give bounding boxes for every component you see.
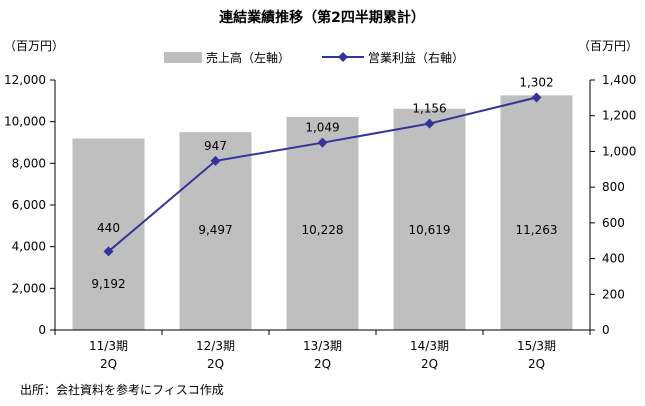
chart-legend: 売上高（左軸） 営業利益（右軸） [164, 50, 464, 65]
left-tick-label: 8,000 [12, 156, 46, 170]
right-tick-label: 400 [602, 252, 625, 266]
left-tick-label: 6,000 [12, 198, 46, 212]
bar-sales [393, 108, 466, 330]
profit-marker [317, 137, 328, 148]
left-axis-unit: （百万円） [4, 39, 64, 53]
data-labels: 9,192 9,497 10,228 10,619 11,263 440 947 1,049 1… [91, 76, 557, 292]
right-tick-label: 1,400 [602, 73, 636, 87]
x-tick-label: 15/3期 [517, 339, 556, 353]
right-tick-label: 1,200 [602, 109, 636, 123]
x-tick-label-period: 2Q [207, 357, 224, 371]
x-tick-label-period: 2Q [314, 357, 331, 371]
line-series [103, 92, 542, 257]
profit-value-label: 440 [97, 221, 120, 235]
x-tick-label-period: 2Q [100, 357, 117, 371]
legend-marker-profit [338, 52, 348, 62]
profit-marker [531, 92, 542, 103]
left-tick-label: 2,000 [12, 281, 46, 295]
legend-swatch-sales [164, 52, 202, 63]
x-tick-label-period: 2Q [421, 357, 438, 371]
left-tick-label: 4,000 [12, 240, 46, 254]
bar-value-label: 9,192 [91, 277, 125, 291]
x-tick-label: 11/3期 [89, 339, 128, 353]
chart-axes: 0 2,000 4,000 6,000 8,000 10,000 12,000 0 200 400… [4, 73, 636, 371]
legend-label-sales: 売上高（左軸） [206, 50, 290, 65]
profit-value-label: 947 [204, 139, 227, 153]
left-tick-label: 12,000 [4, 73, 46, 87]
bar-value-label: 10,228 [302, 223, 344, 237]
right-axis-unit: （百万円） [578, 39, 638, 53]
bar-value-label: 9,497 [198, 223, 232, 237]
x-tick-label: 13/3期 [303, 339, 342, 353]
left-tick-label: 10,000 [4, 115, 46, 129]
bar-sales [72, 138, 145, 330]
profit-marker [210, 155, 221, 166]
bar-sales [500, 95, 573, 331]
profit-marker [424, 118, 435, 129]
left-tick-label: 0 [38, 323, 46, 337]
legend-label-profit: 営業利益（右軸） [368, 50, 464, 65]
x-tick-label-period: 2Q [528, 357, 545, 371]
right-tick-label: 0 [602, 323, 610, 337]
x-tick-label: 12/3期 [196, 339, 235, 353]
right-tick-label: 800 [602, 180, 625, 194]
bar-sales [286, 116, 359, 331]
profit-value-label: 1,302 [519, 76, 553, 90]
right-tick-label: 600 [602, 216, 625, 230]
profit-value-label: 1,049 [305, 121, 339, 135]
profit-value-label: 1,156 [412, 102, 446, 116]
x-tick-label: 14/3期 [410, 339, 449, 353]
profit-marker [103, 246, 114, 257]
bar-value-label: 10,619 [409, 223, 451, 237]
bar-value-label: 11,263 [516, 223, 558, 237]
chart-title: 連結業績推移（第2四半期累計） [219, 9, 425, 26]
source-note: 出所：会社資料を参考にフィスコ作成 [20, 383, 224, 397]
right-tick-label: 200 [602, 287, 625, 301]
right-tick-label: 1,000 [602, 144, 636, 158]
